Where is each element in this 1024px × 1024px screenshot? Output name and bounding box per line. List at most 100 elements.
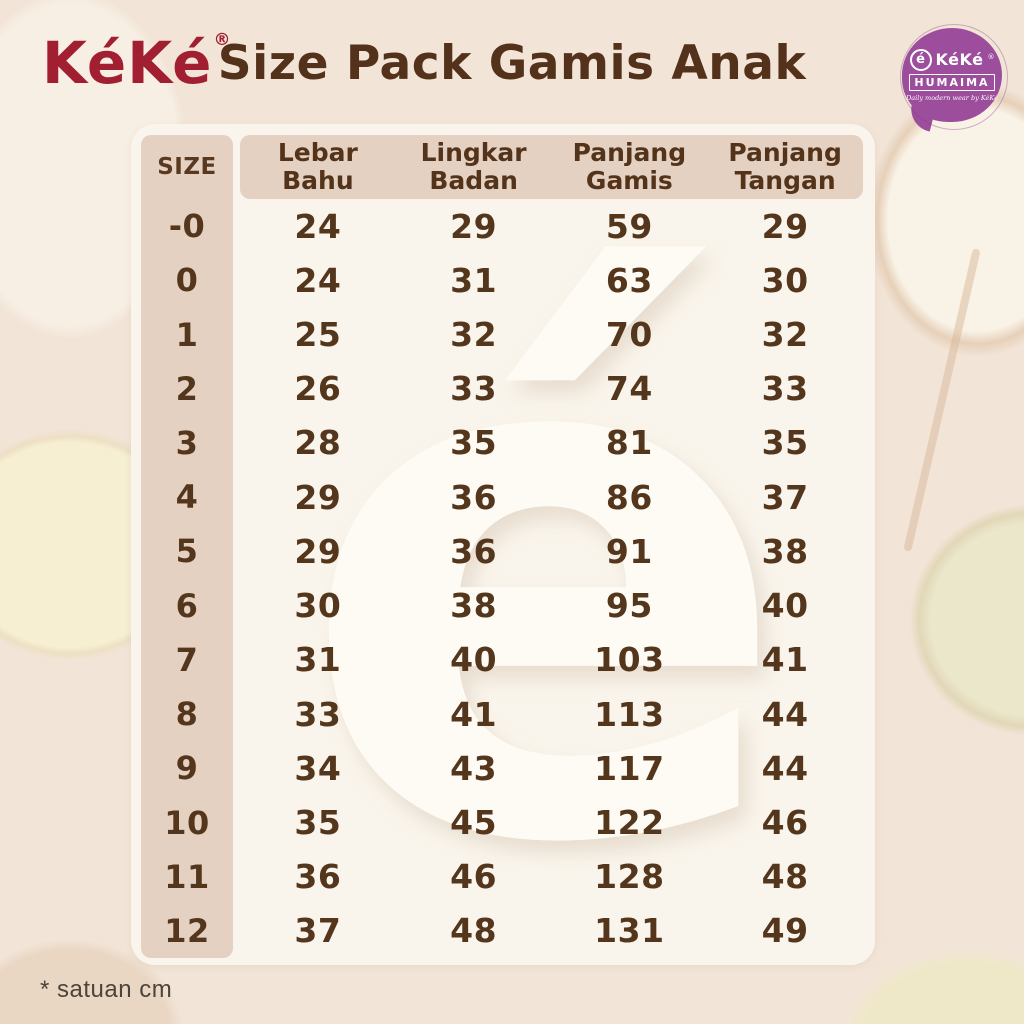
- cell-lingkar-badan: 48: [450, 911, 498, 951]
- table-row: 10 35 45 122 46: [141, 795, 863, 849]
- badge-brand-row: é KéKé ®: [909, 48, 995, 71]
- cell-lebar-bahu: 36: [294, 857, 342, 897]
- cell-lebar-bahu: 24: [294, 260, 342, 300]
- table-header-row: SIZE Lebar Bahu Lingkar Badan Panjang Ga…: [141, 135, 863, 199]
- table-row: 8 33 41 113 44: [141, 687, 863, 741]
- cell-lebar-bahu: 26: [294, 369, 342, 409]
- badge-registered-symbol: ®: [987, 52, 995, 61]
- column-header-label: Lebar Bahu: [277, 138, 358, 195]
- decor-leaf-blob-right: [868, 465, 1024, 775]
- cell-panjang-gamis: 59: [605, 206, 653, 246]
- brand-logo-text: KéKé: [42, 29, 213, 97]
- cell-lebar-bahu: 33: [294, 694, 342, 734]
- cell-lebar-bahu: 28: [294, 423, 342, 463]
- cell-panjang-gamis: 122: [594, 803, 665, 843]
- cell-panjang-gamis: 131: [594, 911, 665, 951]
- row-size-label: 8: [175, 695, 199, 734]
- cell-lingkar-badan: 35: [450, 423, 498, 463]
- cell-lingkar-badan: 31: [450, 260, 498, 300]
- cell-panjang-gamis: 113: [594, 694, 665, 734]
- row-size-label: 1: [175, 315, 199, 354]
- brand-badge-bubble: é KéKé ® HUMAIMA Daily modern wear by Ké…: [900, 24, 1008, 130]
- cell-lingkar-badan: 46: [450, 857, 498, 897]
- registered-trademark-symbol: ®: [213, 30, 232, 50]
- size-table: SIZE Lebar Bahu Lingkar Badan Panjang Ga…: [141, 135, 863, 958]
- size-chart-card: é SIZE Lebar Bahu Lingkar Badan Panjang …: [131, 124, 875, 965]
- row-size-label: 12: [164, 911, 210, 950]
- cell-lingkar-badan: 33: [450, 369, 498, 409]
- row-size-label: 4: [175, 478, 199, 517]
- row-size-label: 9: [175, 749, 199, 788]
- table-row: 7 31 40 103 41: [141, 633, 863, 687]
- cell-lebar-bahu: 24: [294, 206, 342, 246]
- unit-footnote: * satuan cm: [40, 976, 173, 1003]
- cell-lingkar-badan: 36: [450, 531, 498, 571]
- cell-panjang-tangan: 37: [761, 477, 809, 517]
- cell-lebar-bahu: 29: [294, 477, 342, 517]
- cell-panjang-gamis: 103: [594, 640, 665, 680]
- cell-panjang-tangan: 46: [761, 803, 809, 843]
- cell-lingkar-badan: 32: [450, 315, 498, 355]
- row-size-label: 0: [175, 261, 199, 300]
- cell-lebar-bahu: 29: [294, 531, 342, 571]
- cell-lebar-bahu: 31: [294, 640, 342, 680]
- badge-humaima-label: HUMAIMA: [909, 73, 995, 91]
- column-header-label: Panjang Gamis: [572, 138, 687, 195]
- column-header-panjang-gamis: Panjang Gamis: [552, 139, 708, 195]
- table-row: -0 24 29 59 29: [141, 199, 863, 253]
- cell-panjang-tangan: 38: [761, 531, 809, 571]
- table-row: 0 24 31 63 30: [141, 253, 863, 307]
- row-size-label: 10: [164, 803, 210, 842]
- table-row: 11 36 46 128 48: [141, 850, 863, 904]
- cell-panjang-gamis: 74: [605, 369, 653, 409]
- cell-panjang-tangan: 40: [761, 586, 809, 626]
- cell-lingkar-badan: 45: [450, 803, 498, 843]
- column-header-lebar-bahu: Lebar Bahu: [240, 139, 396, 195]
- cell-panjang-gamis: 70: [605, 315, 653, 355]
- cell-lebar-bahu: 37: [294, 911, 342, 951]
- cell-lingkar-badan: 41: [450, 694, 498, 734]
- table-row: 2 26 33 74 33: [141, 362, 863, 416]
- table-row: 5 29 36 91 38: [141, 524, 863, 578]
- badge-tagline: Daily modern wear by KéKé: [906, 93, 998, 102]
- cell-panjang-gamis: 95: [605, 586, 653, 626]
- column-header-size: SIZE: [157, 154, 217, 180]
- cell-lingkar-badan: 40: [450, 640, 498, 680]
- column-header-lingkar-badan: Lingkar Badan: [396, 139, 552, 195]
- column-header-panjang-tangan: Panjang Tangan: [707, 139, 863, 195]
- row-size-label: 5: [175, 532, 199, 571]
- cell-panjang-gamis: 81: [605, 423, 653, 463]
- cell-lebar-bahu: 34: [294, 748, 342, 788]
- row-size-label: 7: [175, 640, 199, 679]
- cell-panjang-tangan: 35: [761, 423, 809, 463]
- cell-panjang-tangan: 33: [761, 369, 809, 409]
- brand-logo: KéKé®: [42, 30, 232, 93]
- column-header-label: Panjang Tangan: [728, 138, 842, 195]
- cell-panjang-tangan: 49: [761, 911, 809, 951]
- row-size-label: 6: [175, 586, 199, 625]
- cell-lingkar-badan: 29: [450, 206, 498, 246]
- cell-panjang-gamis: 128: [594, 857, 665, 897]
- table-row: 3 28 35 81 35: [141, 416, 863, 470]
- header-band: [240, 135, 863, 199]
- badge-e-icon: é: [909, 48, 932, 71]
- cell-panjang-tangan: 44: [761, 694, 809, 734]
- column-header-label: Lingkar Badan: [420, 138, 527, 195]
- table-body: -0 24 29 59 29 0 24 31 6 3 30 1 25 32 7 0 …: [141, 199, 863, 958]
- table-row: 9 34 43 117 44: [141, 741, 863, 795]
- cell-lingkar-badan: 43: [450, 748, 498, 788]
- row-size-label: 3: [175, 423, 199, 462]
- cell-panjang-tangan: 29: [761, 206, 809, 246]
- cell-panjang-tangan: 44: [761, 748, 809, 788]
- badge-brand-text: KéKé: [935, 50, 984, 69]
- table-row: 6 30 38 95 40: [141, 579, 863, 633]
- cell-lebar-bahu: 25: [294, 315, 342, 355]
- cell-panjang-tangan: 32: [761, 315, 809, 355]
- cell-lebar-bahu: 35: [294, 803, 342, 843]
- cell-panjang-gamis: 86: [605, 477, 653, 517]
- cell-lingkar-badan: 36: [450, 477, 498, 517]
- cell-lebar-bahu: 30: [294, 586, 342, 626]
- cell-panjang-gamis: 117: [594, 748, 665, 788]
- decor-branch-stem: [903, 248, 981, 552]
